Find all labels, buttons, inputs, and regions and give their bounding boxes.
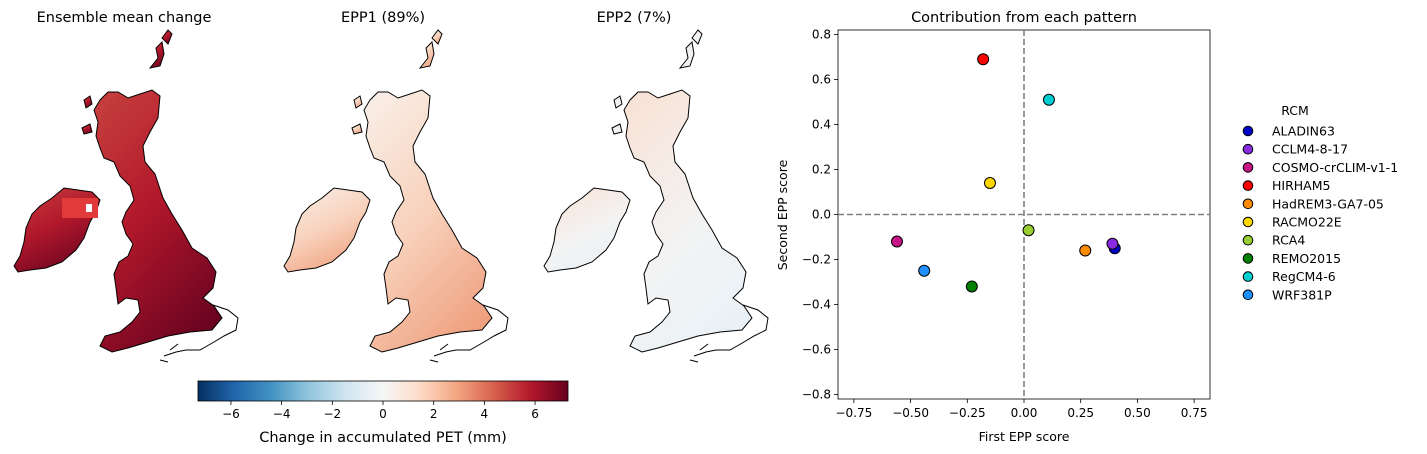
y-tick-label: 0.0 bbox=[812, 208, 831, 222]
y-tick-label: 0.4 bbox=[812, 118, 831, 132]
x-axis-label: First EPP score bbox=[979, 429, 1070, 444]
data-point-cosmo-crclim-v1-1 bbox=[890, 235, 903, 248]
x-tick-label: 0.00 bbox=[1011, 406, 1038, 420]
data-point-racmo22e bbox=[983, 177, 996, 189]
map-panel-epp1: EPP1 (89%) bbox=[283, 10, 509, 363]
colorbar-tick-label: 4 bbox=[481, 407, 489, 421]
legend-label: WRF381P bbox=[1272, 287, 1332, 302]
legend-marker bbox=[1242, 162, 1254, 173]
data-points bbox=[890, 53, 1121, 293]
x-tick-label: −0.50 bbox=[892, 406, 929, 420]
legend-label: HadREM3-GA7-05 bbox=[1272, 196, 1384, 211]
colorbar-tick-label: 0 bbox=[379, 407, 387, 421]
legend-title: RCM bbox=[1281, 103, 1309, 118]
y-tick-label: −0.4 bbox=[802, 298, 831, 312]
colorbar-gradient bbox=[197, 380, 569, 402]
colorbar-tick-label: −6 bbox=[222, 407, 240, 421]
colorbar-label: Change in accumulated PET (mm) bbox=[259, 430, 507, 446]
legend-label: RCA4 bbox=[1272, 233, 1305, 248]
y-axis: −0.8 −0.6 −0.4 −0.2 0.0 0.2 0.4 0.6 0.8 bbox=[802, 28, 838, 402]
data-point-cclm4-8-17 bbox=[1106, 237, 1119, 250]
data-point-regcm4-6 bbox=[1042, 93, 1055, 106]
legend-label: RACMO22E bbox=[1272, 215, 1342, 230]
legend-marker bbox=[1242, 198, 1254, 210]
y-tick-label: −0.8 bbox=[802, 388, 831, 402]
y-tick-label: 0.8 bbox=[812, 28, 831, 42]
legend-marker bbox=[1242, 253, 1254, 264]
legend-label: HIRHAM5 bbox=[1272, 178, 1330, 193]
map-panel-epp2: EPP2 (7%) bbox=[543, 10, 769, 363]
data-point-remo2015 bbox=[965, 280, 978, 293]
y-tick-label: −0.6 bbox=[802, 343, 831, 357]
reference-lines bbox=[838, 30, 1210, 399]
x-tick-label: 0.25 bbox=[1067, 406, 1094, 420]
legend-marker bbox=[1242, 125, 1254, 137]
legend-marker bbox=[1242, 180, 1254, 191]
data-point-wrf381p bbox=[918, 264, 931, 277]
chart-title: Contribution from each pattern bbox=[911, 10, 1137, 26]
colorbar-tick-label: 6 bbox=[531, 407, 539, 421]
colorbar-tick-label: 2 bbox=[430, 407, 438, 421]
legend-label: ALADIN63 bbox=[1272, 124, 1335, 139]
legend-marker bbox=[1242, 289, 1254, 301]
legend-marker bbox=[1242, 234, 1254, 246]
map-panel-ensemble-mean: Ensemble mean change bbox=[13, 10, 239, 363]
x-tick-label: 0.75 bbox=[1181, 406, 1208, 420]
x-tick-label: −0.25 bbox=[949, 406, 986, 420]
colorbar-ticks: −6 −4 −2 0 2 4 6 bbox=[222, 401, 539, 421]
map-title-epp1: EPP1 (89%) bbox=[341, 10, 425, 26]
data-point-rca4 bbox=[1022, 224, 1035, 237]
legend-label: CCLM4-8-17 bbox=[1272, 142, 1348, 157]
y-tick-label: −0.2 bbox=[802, 253, 831, 267]
legend-items: ALADIN63 CCLM4-8-17 COSMO-crCLIM-v1-1 HIRHA… bbox=[1242, 124, 1398, 302]
colorbar: −6 −4 −2 0 2 4 6 Change in accumulated PET (mm… bbox=[197, 380, 569, 446]
legend-label: RegCM4-6 bbox=[1272, 269, 1336, 284]
map-title-epp2: EPP2 (7%) bbox=[597, 10, 672, 26]
data-point-hirham5 bbox=[977, 53, 990, 66]
y-axis-label: Second EPP score bbox=[775, 159, 790, 270]
legend-marker bbox=[1242, 216, 1254, 228]
y-tick-label: 0.6 bbox=[812, 73, 831, 87]
legend: RCM ALADIN63 CCLM4-8-17 COSMO-crCLIM-v1-1 H… bbox=[1242, 103, 1398, 302]
x-tick-label: −0.75 bbox=[835, 406, 872, 420]
x-tick-label: 0.50 bbox=[1124, 406, 1151, 420]
y-tick-label: 0.2 bbox=[812, 163, 831, 177]
x-axis: −0.75 −0.50 −0.25 0.00 0.25 0.50 0.75 bbox=[835, 399, 1207, 420]
data-point-hadrem3-ga7-05 bbox=[1079, 244, 1092, 257]
map-title-ensemble-mean: Ensemble mean change bbox=[37, 10, 212, 26]
legend-label: REMO2015 bbox=[1272, 251, 1341, 266]
colorbar-tick-label: −4 bbox=[273, 407, 291, 421]
legend-marker bbox=[1242, 271, 1254, 282]
scatter-chart: Contribution from each pattern −0.75 −0.5… bbox=[775, 10, 1211, 444]
colorbar-tick-label: −2 bbox=[323, 407, 341, 421]
legend-marker bbox=[1242, 143, 1254, 155]
legend-label: COSMO-crCLIM-v1-1 bbox=[1272, 160, 1398, 175]
